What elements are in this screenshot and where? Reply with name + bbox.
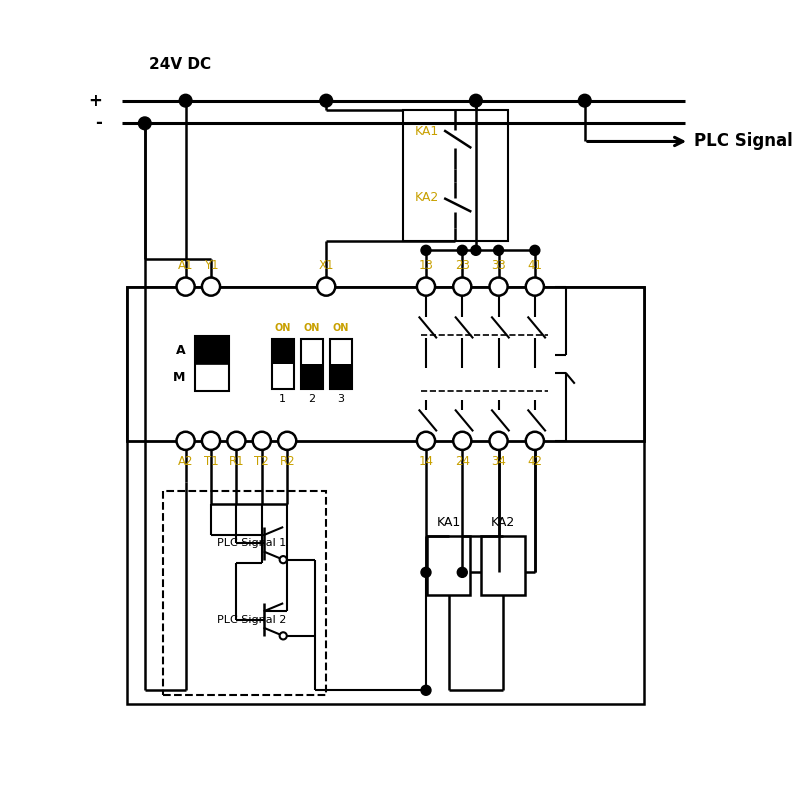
Text: T2: T2 <box>254 455 269 468</box>
Circle shape <box>227 432 246 450</box>
Circle shape <box>490 432 508 450</box>
Text: PLC Signal: PLC Signal <box>694 133 792 150</box>
Bar <box>163 490 326 695</box>
Circle shape <box>421 567 431 578</box>
Circle shape <box>177 432 194 450</box>
Text: 14: 14 <box>418 455 434 468</box>
Bar <box>301 338 322 389</box>
Text: ON: ON <box>333 323 349 334</box>
Text: A: A <box>176 344 186 357</box>
Bar <box>126 286 644 441</box>
Text: 1: 1 <box>279 394 286 404</box>
Circle shape <box>138 117 151 130</box>
Bar <box>427 536 470 595</box>
Text: +: + <box>88 92 102 110</box>
Text: 13: 13 <box>418 259 434 272</box>
Text: R1: R1 <box>229 455 244 468</box>
Circle shape <box>471 246 481 255</box>
Text: KA1: KA1 <box>414 126 438 138</box>
Circle shape <box>320 94 333 107</box>
Text: 24: 24 <box>454 455 470 468</box>
Text: R2: R2 <box>279 455 295 468</box>
Text: KA2: KA2 <box>414 191 438 204</box>
Bar <box>482 536 525 595</box>
Circle shape <box>421 246 431 255</box>
Circle shape <box>530 246 540 255</box>
Circle shape <box>417 278 435 296</box>
Text: PLC Signal 1: PLC Signal 1 <box>218 538 286 548</box>
Text: KA2: KA2 <box>491 516 515 529</box>
Circle shape <box>202 278 220 296</box>
Bar <box>330 338 352 389</box>
Text: 2: 2 <box>308 394 315 404</box>
Circle shape <box>280 556 286 563</box>
Text: 23: 23 <box>455 259 470 272</box>
Circle shape <box>417 432 435 450</box>
Circle shape <box>458 246 467 255</box>
Bar <box>272 338 294 364</box>
Text: ON: ON <box>303 323 320 334</box>
Text: KA1: KA1 <box>437 516 461 529</box>
Circle shape <box>526 278 544 296</box>
Bar <box>272 338 294 389</box>
Text: 41: 41 <box>527 259 542 272</box>
Text: A2: A2 <box>178 455 194 468</box>
Bar <box>403 110 508 242</box>
Text: A1: A1 <box>178 259 194 272</box>
Text: 42: 42 <box>527 455 542 468</box>
Text: 24V DC: 24V DC <box>150 57 211 72</box>
Circle shape <box>179 94 192 107</box>
Circle shape <box>458 567 467 578</box>
Bar <box>194 337 229 391</box>
Text: X1: X1 <box>318 259 334 272</box>
Text: T1: T1 <box>204 455 218 468</box>
Circle shape <box>280 632 286 639</box>
Text: ON: ON <box>274 323 291 334</box>
Text: 34: 34 <box>491 455 506 468</box>
Bar <box>330 364 352 389</box>
Circle shape <box>454 432 471 450</box>
Circle shape <box>202 432 220 450</box>
Bar <box>126 286 644 704</box>
Circle shape <box>421 686 431 695</box>
Circle shape <box>494 246 503 255</box>
Text: M: M <box>174 371 186 384</box>
Text: PLC Signal 2: PLC Signal 2 <box>218 614 286 625</box>
Circle shape <box>177 278 194 296</box>
Circle shape <box>490 278 508 296</box>
Circle shape <box>278 432 296 450</box>
Text: 33: 33 <box>491 259 506 272</box>
Text: Y1: Y1 <box>204 259 218 272</box>
Circle shape <box>454 278 471 296</box>
Bar <box>301 364 322 389</box>
Text: -: - <box>95 114 102 132</box>
Circle shape <box>253 432 271 450</box>
Text: 3: 3 <box>338 394 344 404</box>
Bar <box>194 337 229 364</box>
Circle shape <box>317 278 335 296</box>
Circle shape <box>526 432 544 450</box>
Circle shape <box>578 94 591 107</box>
Circle shape <box>470 94 482 107</box>
